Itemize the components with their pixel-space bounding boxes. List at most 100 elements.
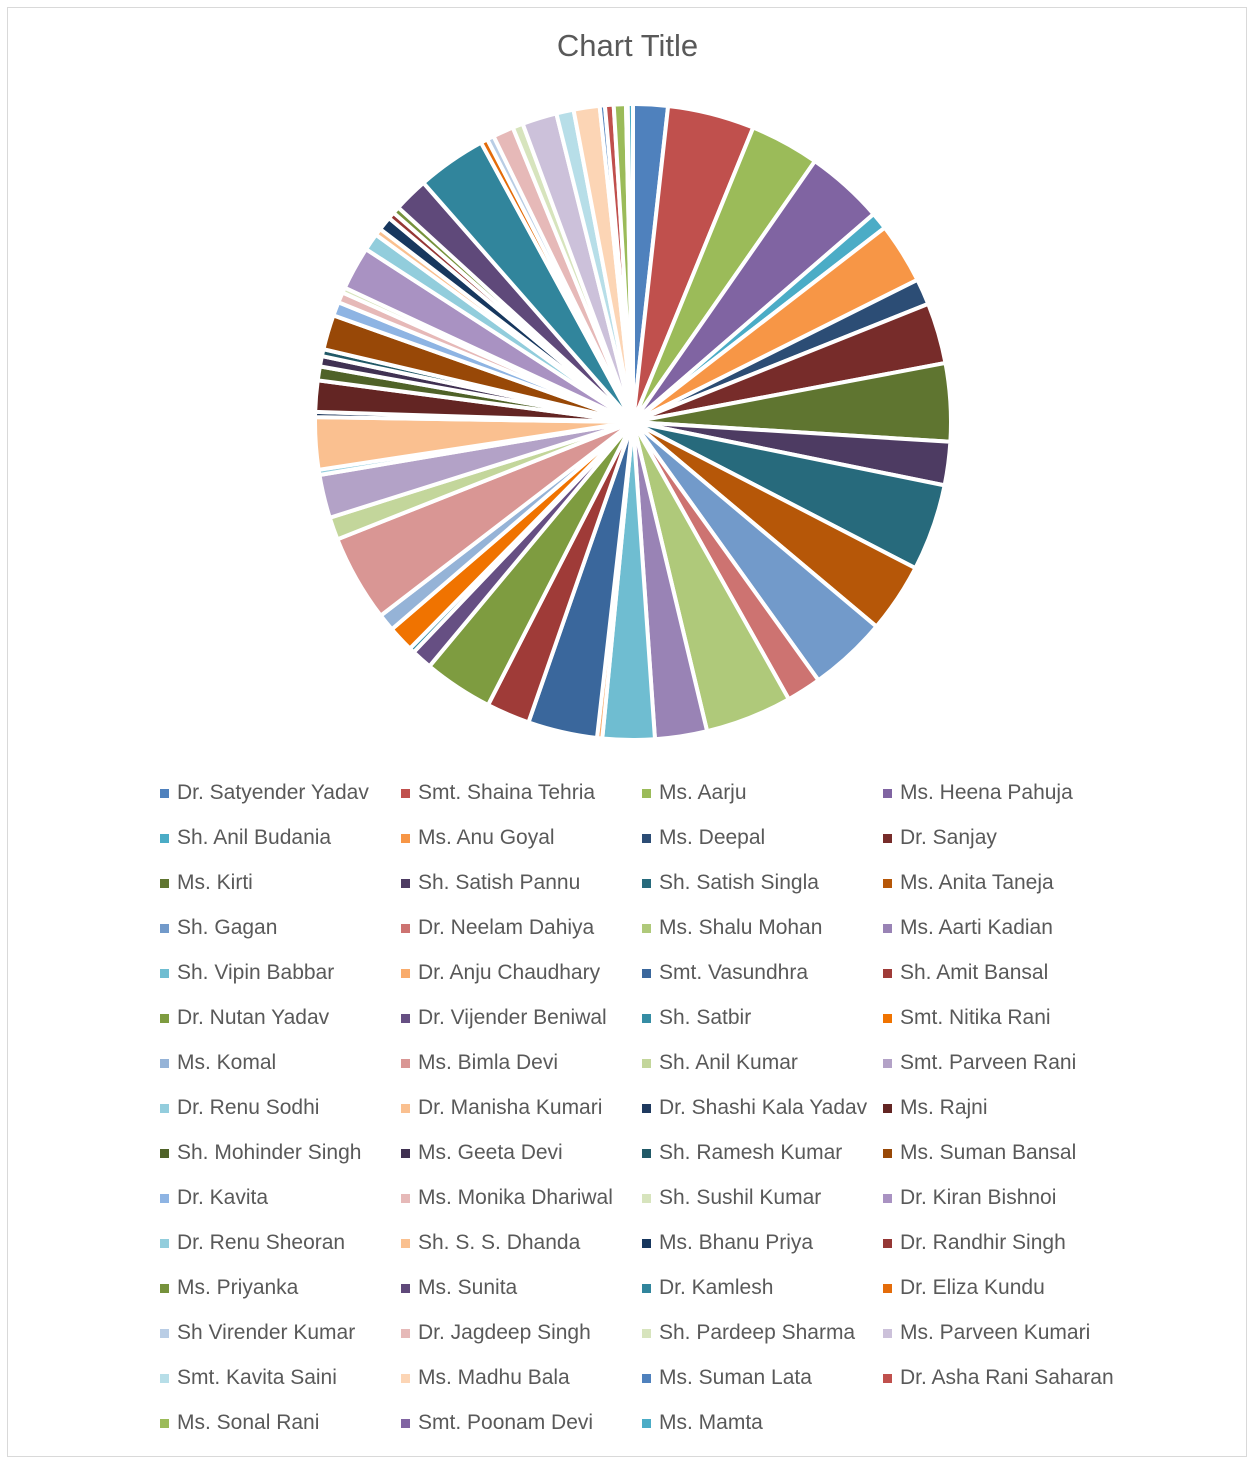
legend-item: Ms. Bhanu Priya [642,1228,813,1258]
legend-swatch [160,1103,169,1113]
legend-item: Sh. Ramesh Kumar [642,1138,842,1168]
legend-label: Sh. Satish Pannu [418,871,581,894]
legend-swatch [883,923,892,933]
legend-swatch [883,788,892,798]
legend-swatch [160,1058,169,1068]
pie-slice [625,101,635,424]
legend-swatch [883,1193,892,1203]
legend-label: Dr. Manisha Kumari [418,1096,603,1119]
legend-label: Ms. Komal [177,1051,277,1074]
legend-swatch [883,878,892,888]
legend-item: Ms. Suman Lata [642,1363,812,1393]
legend-item: Ms. Anita Taneja [883,868,1054,898]
legend-label: Smt. Poonam Devi [418,1411,594,1434]
legend-item: Sh. S. S. Dhanda [401,1228,580,1258]
legend-swatch [883,1103,892,1113]
legend-label: Smt. Parveen Rani [900,1051,1077,1074]
legend-swatch [160,788,169,798]
legend-item: Ms. Parveen Kumari [883,1318,1090,1348]
legend-label: Ms. Anita Taneja [900,871,1054,894]
legend-label: Dr. Asha Rani Saharan [900,1366,1114,1389]
legend-swatch [160,1013,169,1023]
legend-item: Ms. Mamta [642,1408,763,1438]
legend-swatch [642,878,651,888]
legend-swatch [401,923,410,933]
legend-item: Ms. Suman Bansal [883,1138,1076,1168]
legend-item: Ms. Komal [160,1048,276,1078]
legend-swatch [642,1238,651,1248]
legend-item: Dr. Jagdeep Singh [401,1318,591,1348]
legend-label: Sh. Satbir [659,1006,752,1029]
legend-swatch [883,1013,892,1023]
legend-label: Smt. Shaina Tehria [418,781,596,804]
legend-label: Ms. Monika Dhariwal [418,1186,613,1209]
legend-label: Sh. Mohinder Singh [177,1141,362,1164]
legend-swatch [160,1373,169,1383]
legend-label: Dr. Vijender Beniwal [418,1006,607,1029]
legend-swatch [883,833,892,843]
legend-label: Dr. Anju Chaudhary [418,961,601,984]
legend-label: Sh. Amit Bansal [900,961,1049,984]
legend-label: Sh. Gagan [177,916,278,939]
legend-label: Ms. Parveen Kumari [900,1321,1091,1344]
legend-item: Dr. Sanjay [883,823,997,853]
legend-label: Ms. Sonal Rani [177,1411,320,1434]
legend-swatch [642,788,651,798]
legend-label: Ms. Heena Pahuja [900,781,1073,804]
legend-item: Ms. Sonal Rani [160,1408,319,1438]
legend-item: Ms. Sunita [401,1273,517,1303]
legend-item: Smt. Vasundhra [642,958,808,988]
legend-swatch [401,1013,410,1023]
legend-swatch [401,1328,410,1338]
legend-swatch [642,1013,651,1023]
legend-item: Smt. Nitika Rani [883,1003,1051,1033]
legend-swatch [642,1328,651,1338]
legend-item: Ms. Aarti Kadian [883,913,1053,943]
legend-item: Smt. Poonam Devi [401,1408,593,1438]
legend-label: Ms. Rajni [900,1096,988,1119]
legend-label: Ms. Mamta [659,1411,763,1434]
legend-swatch [883,1328,892,1338]
legend-label: Smt. Kavita Saini [177,1366,337,1389]
legend-swatch [401,968,410,978]
legend-item: Dr. Kiran Bishnoi [883,1183,1056,1213]
legend-label: Ms. Aarju [659,781,747,804]
legend-swatch [401,1373,410,1383]
legend-swatch [160,1283,169,1293]
legend-swatch [642,1283,651,1293]
legend-item: Ms. Monika Dhariwal [401,1183,613,1213]
legend-label: Sh. S. S. Dhanda [418,1231,581,1254]
legend-item: Dr. Randhir Singh [883,1228,1066,1258]
legend-item: Sh Virender Kumar [160,1318,355,1348]
legend-swatch [160,1418,169,1428]
legend-label: Smt. Nitika Rani [900,1006,1051,1029]
legend-label: Dr. Nutan Yadav [177,1006,330,1029]
legend-label: Ms. Geeta Devi [418,1141,563,1164]
legend-item: Sh. Satish Singla [642,868,819,898]
legend-label: Dr. Renu Sheoran [177,1231,346,1254]
legend-label: Sh. Anil Kumar [659,1051,798,1074]
legend-swatch [401,1193,410,1203]
legend-item: Sh. Mohinder Singh [160,1138,361,1168]
legend-item: Ms. Geeta Devi [401,1138,563,1168]
legend-item: Dr. Asha Rani Saharan [883,1363,1114,1393]
legend-swatch [160,1148,169,1158]
legend-item: Ms. Anu Goyal [401,823,555,853]
legend-swatch [642,1148,651,1158]
legend-label: Ms. Madhu Bala [418,1366,570,1389]
legend-label: Sh. Anil Budania [177,826,332,849]
legend-item: Dr. Shashi Kala Yadav [642,1093,867,1123]
legend-swatch [642,1058,651,1068]
legend-item: Dr. Satyender Yadav [160,778,369,808]
legend-label: Ms. Bimla Devi [418,1051,559,1074]
legend-item: Smt. Kavita Saini [160,1363,337,1393]
legend-swatch [401,1103,410,1113]
legend-swatch [883,968,892,978]
legend-swatch [642,1418,651,1428]
legend-swatch [883,1373,892,1383]
legend-label: Dr. Kavita [177,1186,269,1209]
legend-item: Ms. Rajni [883,1093,988,1123]
legend-swatch [401,788,410,798]
legend-item: Ms. Deepal [642,823,765,853]
legend-swatch [642,923,651,933]
